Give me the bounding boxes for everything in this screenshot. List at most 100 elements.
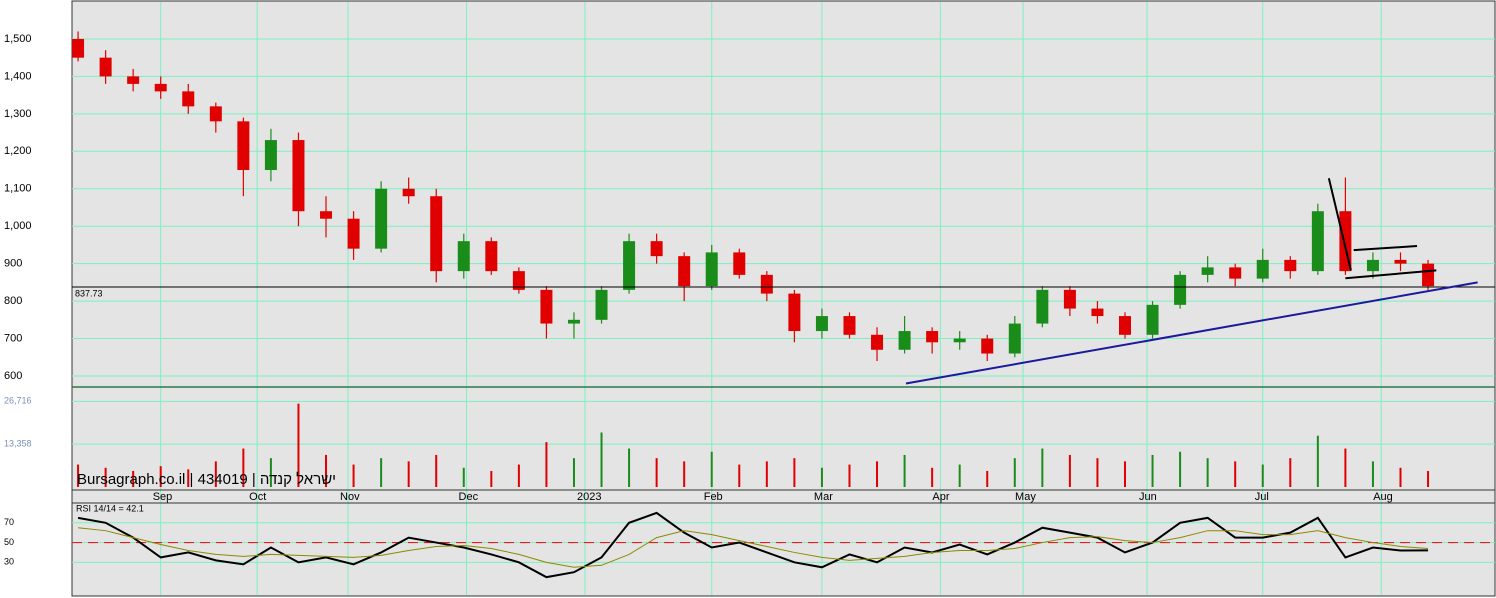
candle-body <box>127 76 140 84</box>
candle-body <box>1366 259 1379 272</box>
volume-bar <box>986 470 989 487</box>
candle-body <box>182 91 195 107</box>
volume-bar <box>242 448 245 487</box>
volume-bar <box>214 461 217 487</box>
candle-body <box>1201 267 1214 275</box>
candle-body <box>485 241 498 272</box>
volume-bar <box>325 454 328 487</box>
candle-body <box>375 188 388 249</box>
volume-bar <box>600 432 603 487</box>
volume-bar <box>1123 461 1126 487</box>
candle-body <box>650 241 663 257</box>
volume-bar <box>1041 448 1044 487</box>
volume-bar <box>738 464 741 487</box>
candle-body <box>871 334 884 350</box>
y-tick-label: 50 <box>4 537 14 547</box>
volume-bar <box>572 458 575 487</box>
rsi-title: RSI 14/14 = 42.1 <box>76 503 144 513</box>
trendline <box>1345 269 1437 280</box>
volume-bar <box>1316 435 1319 487</box>
y-tick-label: 1,500 <box>4 33 32 45</box>
x-tick-label: 2023 <box>577 491 601 503</box>
candle-body <box>1229 267 1242 279</box>
y-tick-label: 26,716 <box>4 396 32 406</box>
candle-body <box>953 338 966 343</box>
x-tick-label: Jun <box>1139 491 1157 503</box>
candle-body <box>1036 289 1049 324</box>
candle-body <box>1008 323 1021 354</box>
candle-body <box>1394 259 1407 264</box>
volume-bar <box>958 464 961 487</box>
candle-body <box>1063 289 1076 309</box>
candle-body <box>623 241 636 290</box>
volume-bar <box>1344 448 1347 487</box>
candle-body <box>1284 259 1297 272</box>
volume-bar <box>1234 461 1237 487</box>
candle-body <box>567 319 580 324</box>
y-tick-label: 1,000 <box>4 220 32 232</box>
volume-bar <box>380 458 383 487</box>
candle-body <box>347 218 360 249</box>
y-tick-label: 30 <box>4 557 14 567</box>
volume-bar <box>187 469 190 487</box>
candle-body <box>457 241 470 272</box>
volume-bar <box>490 470 493 487</box>
candle-body <box>1422 263 1435 287</box>
volume-bar <box>1096 458 1099 487</box>
x-tick-label: Apr <box>932 491 949 503</box>
price-line-label: 837.73 <box>75 288 103 298</box>
y-tick-label: 700 <box>4 332 22 344</box>
candle-body <box>705 252 718 287</box>
candle-body <box>788 293 801 332</box>
volume-bar <box>1151 454 1154 487</box>
volume-bar <box>1261 464 1264 487</box>
volume-bar <box>628 448 631 487</box>
x-tick-label: Jul <box>1255 491 1269 503</box>
candle-body <box>237 121 250 171</box>
candle-body <box>760 274 773 294</box>
candle-body <box>402 188 415 197</box>
y-tick-label: 70 <box>4 517 14 527</box>
volume-bar <box>435 454 438 487</box>
candle-body <box>981 338 994 354</box>
volume-bar <box>1179 451 1182 487</box>
candle-body <box>154 83 167 92</box>
volume-bar <box>655 458 658 487</box>
volume-bar <box>1206 458 1209 487</box>
candle-body <box>209 106 222 122</box>
volume-bar <box>793 458 796 487</box>
candle-body <box>72 38 85 58</box>
candle-body <box>733 252 746 275</box>
candle-body <box>264 140 277 171</box>
y-tick-label: 1,200 <box>4 145 32 157</box>
y-tick-label: 1,300 <box>4 108 32 120</box>
volume-bar <box>848 464 851 487</box>
trendline <box>1353 245 1418 252</box>
x-tick-label: Sep <box>153 491 173 503</box>
x-tick-label: Feb <box>704 491 723 503</box>
volume-bar <box>352 464 355 487</box>
volume-bar <box>765 461 768 487</box>
candle-body <box>1311 211 1324 272</box>
volume-bar <box>1427 470 1430 487</box>
rsi-line <box>77 511 1429 579</box>
volume-bar <box>269 458 272 487</box>
candle-body <box>540 289 553 324</box>
volume-bar <box>104 467 107 487</box>
y-tick-label: 1,400 <box>4 70 32 82</box>
volume-bar <box>462 467 465 487</box>
volume-bar <box>876 461 879 487</box>
plot-area <box>71 0 1496 597</box>
volume-bar <box>1289 458 1292 487</box>
candle-body <box>512 271 525 290</box>
volume-bar <box>931 467 934 487</box>
trendline <box>905 281 1478 385</box>
volume-bar <box>903 454 906 487</box>
x-tick-label: Nov <box>340 491 360 503</box>
volume-bar <box>517 464 520 487</box>
volume-bar <box>1371 461 1374 487</box>
candle-body <box>430 196 443 272</box>
trendline <box>1327 178 1352 271</box>
volume-bar <box>545 442 548 487</box>
